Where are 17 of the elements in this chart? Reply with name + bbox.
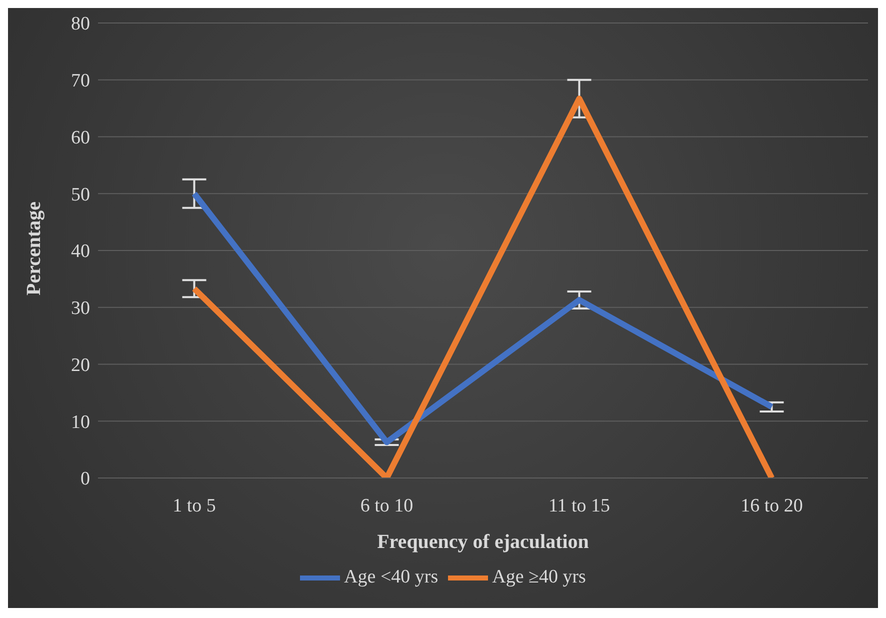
y-tick-label: 10 [71,412,90,433]
y-axis-title: Percentage [23,201,46,296]
x-axis-title: Frequency of ejaculation [377,531,589,553]
y-tick-label: 70 [71,70,90,92]
x-tick-label: 1 to 5 [172,495,216,516]
y-tick-label: 30 [71,298,90,320]
y-tick-label: 20 [71,354,90,376]
y-tick-label: 80 [71,14,90,35]
y-tick-label: 50 [71,184,90,206]
y-tick-label: 40 [71,241,90,262]
x-tick-label: 6 to 10 [360,495,414,516]
legend-label: Age ≥40 yrs [492,566,586,588]
y-tick-label: 0 [80,468,90,490]
y-tick-label: 60 [71,127,90,148]
x-tick-label: 16 to 20 [740,495,803,516]
x-tick-label: 11 to 15 [548,495,610,516]
legend-label: Age <40 yrs [344,566,438,588]
